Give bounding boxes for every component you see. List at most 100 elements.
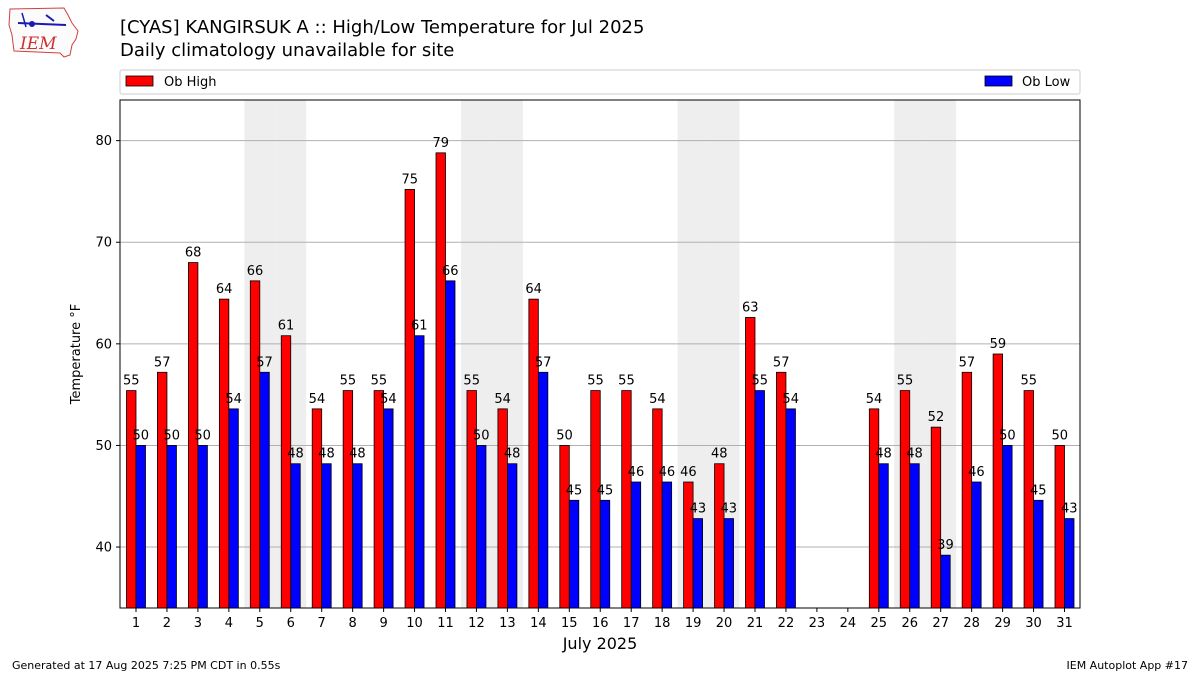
low-value-label: 54 xyxy=(782,392,799,407)
low-bar xyxy=(971,481,982,609)
low-bar xyxy=(414,335,425,609)
low-value-label: 43 xyxy=(1061,502,1078,517)
high-bar xyxy=(404,189,415,609)
low-bar xyxy=(940,554,951,609)
low-value-label: 39 xyxy=(937,538,954,553)
low-bar xyxy=(352,463,363,609)
high-bar xyxy=(776,371,787,609)
high-value-label: 54 xyxy=(309,392,326,407)
high-value-label: 55 xyxy=(123,374,140,389)
high-bar xyxy=(899,390,911,609)
high-value-label: 54 xyxy=(649,392,666,407)
low-bar xyxy=(476,445,487,609)
low-bar xyxy=(568,499,580,609)
legend-high-label: Ob High xyxy=(164,75,217,90)
low-value-label: 45 xyxy=(1030,483,1047,498)
legend-low-label: Ob Low xyxy=(1022,75,1071,90)
high-value-label: 55 xyxy=(587,374,604,389)
low-value-label: 45 xyxy=(597,483,614,498)
x-tick-label: 26 xyxy=(901,616,918,631)
high-bar xyxy=(714,463,725,609)
low-bar xyxy=(383,408,394,609)
x-tick-label: 17 xyxy=(623,616,640,631)
x-tick-label: 20 xyxy=(716,616,733,631)
x-tick-label: 2 xyxy=(163,616,171,631)
legend-low-swatch xyxy=(984,75,1013,87)
chart-subtitle: Daily climatology unavailable for site xyxy=(120,40,455,61)
high-value-label: 52 xyxy=(928,410,945,425)
low-value-label: 46 xyxy=(628,465,645,480)
low-bar xyxy=(878,463,889,609)
low-value-label: 66 xyxy=(442,264,459,279)
x-tick-label: 28 xyxy=(963,616,980,631)
low-bar xyxy=(1064,518,1075,609)
high-value-label: 55 xyxy=(618,374,635,389)
high-bar xyxy=(930,426,942,609)
x-tick-label: 24 xyxy=(840,616,857,631)
x-tick-label: 29 xyxy=(994,616,1011,631)
high-value-label: 55 xyxy=(340,374,357,389)
low-bar xyxy=(785,408,796,609)
x-tick-label: 13 xyxy=(499,616,516,631)
legend-box xyxy=(119,69,1081,95)
low-bar xyxy=(723,518,734,609)
x-tick-label: 31 xyxy=(1056,616,1073,631)
x-tick-label: 19 xyxy=(685,616,702,631)
low-bar xyxy=(259,371,270,609)
y-tick-label: 70 xyxy=(95,236,112,251)
high-value-label: 55 xyxy=(371,374,388,389)
iem-logo: IEM xyxy=(8,7,79,58)
x-tick-label: 30 xyxy=(1025,616,1042,631)
low-bar xyxy=(754,390,765,609)
high-value-label: 66 xyxy=(247,264,264,279)
high-bar xyxy=(466,390,477,609)
x-tick-label: 1 xyxy=(132,616,140,631)
low-value-label: 57 xyxy=(535,355,552,370)
low-value-label: 55 xyxy=(751,374,768,389)
high-value-label: 64 xyxy=(216,282,233,297)
high-value-label: 79 xyxy=(432,136,449,151)
x-tick-label: 14 xyxy=(530,616,547,631)
low-value-label: 48 xyxy=(287,447,304,462)
x-tick-label: 23 xyxy=(809,616,826,631)
x-tick-label: 22 xyxy=(778,616,795,631)
x-tick-label: 25 xyxy=(871,616,888,631)
high-value-label: 57 xyxy=(959,355,976,370)
low-bar xyxy=(135,445,146,609)
low-bar xyxy=(228,408,239,609)
high-bar xyxy=(435,152,446,609)
low-bar xyxy=(599,499,611,609)
low-bar xyxy=(290,463,301,609)
high-bar xyxy=(342,390,354,609)
low-bar xyxy=(909,463,920,609)
high-value-label: 55 xyxy=(463,374,480,389)
low-value-label: 48 xyxy=(875,447,892,462)
high-value-label: 50 xyxy=(556,428,573,443)
high-value-label: 75 xyxy=(402,172,419,187)
high-bar xyxy=(157,371,168,609)
low-value-label: 50 xyxy=(163,428,180,443)
high-bar xyxy=(1054,445,1065,609)
low-value-label: 43 xyxy=(721,502,738,517)
high-value-label: 57 xyxy=(154,355,171,370)
low-value-label: 48 xyxy=(906,447,923,462)
x-tick-label: 7 xyxy=(318,616,326,631)
low-bar xyxy=(537,371,549,609)
high-bar xyxy=(218,298,230,609)
high-value-label: 54 xyxy=(494,392,511,407)
low-value-label: 54 xyxy=(380,392,397,407)
high-bar xyxy=(590,390,601,609)
low-bar xyxy=(692,518,703,609)
x-tick-label: 10 xyxy=(406,616,423,631)
low-bar xyxy=(321,463,332,609)
high-bar xyxy=(992,353,1003,609)
low-value-label: 43 xyxy=(690,502,707,517)
x-tick-label: 5 xyxy=(256,616,264,631)
high-value-label: 46 xyxy=(680,465,697,480)
y-tick-label: 60 xyxy=(95,337,112,352)
low-value-label: 54 xyxy=(225,392,242,407)
high-value-label: 50 xyxy=(1051,428,1068,443)
low-value-label: 50 xyxy=(194,428,211,443)
high-value-label: 68 xyxy=(185,246,202,261)
high-bar xyxy=(559,445,570,609)
